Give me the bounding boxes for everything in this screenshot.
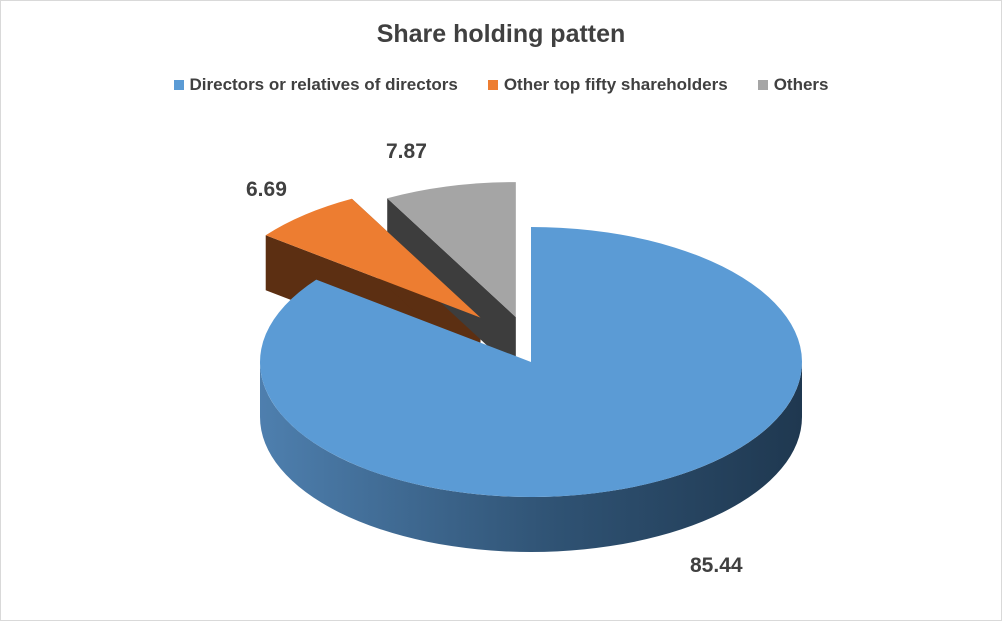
- legend: Directors or relatives of directors Othe…: [0, 75, 1002, 95]
- chart-title: Share holding patten: [376, 20, 626, 48]
- pie-data-labels: 85.44 6.69 7.87: [246, 140, 743, 577]
- data-label-0: 85.44: [690, 554, 743, 577]
- legend-item-others: Others: [757, 75, 829, 95]
- legend-swatch-others: [757, 80, 768, 90]
- legend-label-top-fifty: Other top fifty shareholders: [503, 75, 728, 94]
- pie-top-faces: [260, 182, 802, 497]
- legend-swatch-directors: [173, 80, 184, 90]
- legend-item-directors: Directors or relatives of directors: [173, 75, 458, 95]
- pie-slice-0: [260, 227, 802, 497]
- pie-slice-2: [387, 182, 516, 318]
- pie-slice-1: [265, 198, 481, 318]
- legend-swatch-top-fifty: [487, 80, 498, 90]
- slice-side-wall-2: [387, 198, 516, 373]
- legend-label-directors: Directors or relatives of directors: [189, 75, 458, 94]
- data-label-2: 7.87: [386, 140, 427, 163]
- data-label-1: 6.69: [246, 178, 287, 201]
- legend-label-others: Others: [773, 75, 829, 94]
- slice-outer-wall-0-0: [260, 362, 802, 552]
- legend-item-top-fifty: Other top fifty shareholders: [487, 75, 728, 95]
